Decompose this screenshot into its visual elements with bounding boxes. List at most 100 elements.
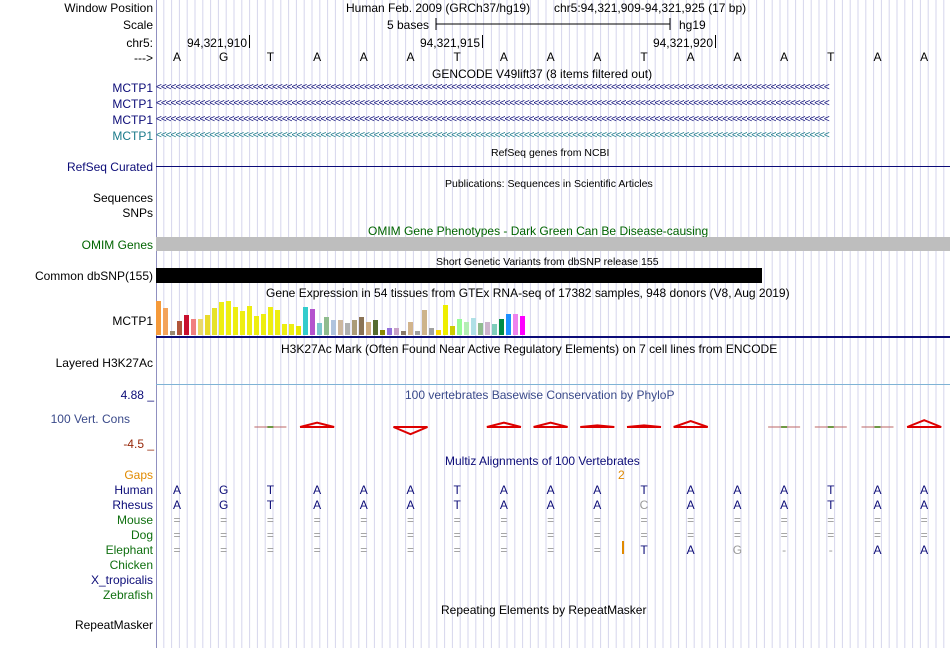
gtex-tissue-bar[interactable] (219, 302, 224, 335)
gencode-transcript-line[interactable]: <<<<<<<<<<<<<<<<<<<<<<<<<<<<<<<<<<<<<<<<… (156, 130, 830, 141)
gtex-tissue-bar[interactable] (184, 315, 189, 335)
alignment-base: = (173, 543, 181, 557)
gtex-bar-chart[interactable] (156, 300, 536, 335)
position-text[interactable]: chr5:94,321,909-94,321,925 (17 bp) (554, 1, 747, 15)
gtex-tissue-bar[interactable] (163, 308, 168, 335)
gtex-tissue-bar[interactable] (324, 317, 329, 335)
gtex-tissue-bar[interactable] (429, 328, 434, 335)
species-label[interactable]: Dog (130, 528, 153, 542)
gencode-transcript-line[interactable]: <<<<<<<<<<<<<<<<<<<<<<<<<<<<<<<<<<<<<<<<… (156, 82, 830, 93)
gtex-tissue-bar[interactable] (282, 324, 287, 335)
species-label[interactable]: Elephant (105, 543, 153, 557)
gtex-tissue-bar[interactable] (436, 330, 441, 335)
gtex-tissue-bar[interactable] (394, 328, 399, 335)
gtex-tissue-bar[interactable] (317, 323, 322, 335)
gtex-tissue-bar[interactable] (205, 315, 210, 335)
gtex-tissue-bar[interactable] (366, 322, 371, 335)
gtex-tissue-bar[interactable] (457, 319, 462, 335)
gtex-tissue-bar[interactable] (415, 331, 420, 335)
gtex-tissue-bar[interactable] (289, 324, 294, 335)
gtex-tissue-bar[interactable] (275, 310, 280, 335)
alignment-base: = (500, 528, 508, 542)
refseq-label[interactable]: RefSeq Curated (66, 160, 153, 174)
omim-label[interactable]: OMIM Genes (81, 238, 153, 252)
window-position-label: Window Position (64, 1, 153, 15)
omim-gene-block[interactable] (156, 237, 950, 251)
repeatmasker-label[interactable]: RepeatMasker (74, 618, 153, 632)
dbsnp-variant-block[interactable] (156, 268, 762, 283)
gencode-transcript-label[interactable]: MCTP1 (112, 97, 153, 111)
cons-label[interactable]: 100 Vert. Cons (50, 412, 130, 426)
gtex-tissue-bar[interactable] (240, 311, 245, 335)
gencode-transcript-line[interactable]: <<<<<<<<<<<<<<<<<<<<<<<<<<<<<<<<<<<<<<<<… (156, 98, 830, 109)
gtex-tissue-bar[interactable] (373, 320, 378, 335)
gtex-tissue-bar[interactable] (198, 319, 203, 335)
gtex-tissue-bar[interactable] (464, 322, 469, 335)
gtex-tissue-bar[interactable] (296, 326, 301, 335)
gtex-tissue-bar[interactable] (506, 314, 511, 335)
gtex-tissue-bar[interactable] (303, 307, 308, 335)
gtex-tissue-bar[interactable] (520, 316, 525, 335)
species-label[interactable]: X_tropicalis (90, 573, 153, 587)
species-label[interactable]: Rhesus (112, 498, 153, 512)
species-label[interactable]: Mouse (116, 513, 153, 527)
scale-label: Scale (122, 18, 153, 32)
gtex-label[interactable]: MCTP1 (112, 314, 153, 328)
gtex-tissue-bar[interactable] (268, 307, 273, 335)
species-label[interactable]: Chicken (109, 558, 153, 572)
gtex-tissue-bar[interactable] (233, 307, 238, 335)
gtex-tissue-bar[interactable] (212, 308, 217, 335)
gtex-tissue-bar[interactable] (254, 316, 259, 335)
alignment-base: = (266, 513, 274, 527)
gtex-tissue-bar[interactable] (310, 309, 315, 335)
gtex-tissue-bar[interactable] (226, 301, 231, 335)
refseq-title: RefSeq genes from NCBI (491, 147, 610, 159)
sequences-label[interactable]: Sequences (92, 191, 153, 205)
dbsnp-label[interactable]: Common dbSNP(155) (34, 269, 153, 283)
gtex-tissue-bar[interactable] (485, 322, 490, 335)
gtex-tissue-bar[interactable] (331, 320, 336, 335)
gtex-tissue-bar[interactable] (401, 331, 406, 335)
gtex-tissue-bar[interactable] (156, 301, 161, 335)
gtex-tissue-bar[interactable] (338, 320, 343, 335)
base-letter: A (593, 50, 602, 64)
refseq-line (156, 166, 950, 167)
gencode-transcript-label[interactable]: MCTP1 (112, 113, 153, 127)
gencode-transcript-label[interactable]: MCTP1 (112, 129, 153, 143)
assembly-title: Human Feb. 2009 (GRCh37/hg19) (346, 1, 531, 15)
species-label[interactable]: Human (114, 483, 153, 497)
gtex-tissue-bar[interactable] (359, 317, 364, 335)
conservation-plot[interactable] (156, 400, 950, 450)
h3k27ac-label[interactable]: Layered H3K27Ac (55, 356, 153, 370)
gtex-tissue-bar[interactable] (380, 330, 385, 335)
gtex-tissue-bar[interactable] (345, 323, 350, 335)
gtex-tissue-bar[interactable] (247, 306, 252, 335)
gtex-tissue-bar[interactable] (408, 322, 413, 335)
base-letter: A (359, 50, 368, 64)
gaps-label[interactable]: Gaps (124, 468, 153, 482)
gtex-tissue-bar[interactable] (492, 324, 497, 335)
gencode-transcript-label[interactable]: MCTP1 (112, 81, 153, 95)
gtex-tissue-bar[interactable] (352, 320, 357, 335)
gtex-tissue-bar[interactable] (191, 319, 196, 335)
snps-label[interactable]: SNPs (122, 206, 153, 220)
alignment-base: = (547, 543, 555, 557)
gtex-tissue-bar[interactable] (471, 318, 476, 335)
base-letter: A (920, 50, 929, 64)
gtex-tissue-bar[interactable] (170, 331, 175, 335)
base-letter: A (733, 50, 742, 64)
gtex-tissue-bar[interactable] (177, 321, 182, 335)
gtex-tissue-bar[interactable] (387, 328, 392, 335)
species-label[interactable]: Zebrafish (102, 588, 153, 602)
gtex-tissue-bar[interactable] (513, 314, 518, 335)
gtex-tissue-bar[interactable] (450, 326, 455, 335)
alignment-base: = (220, 513, 228, 527)
gtex-tissue-bar[interactable] (443, 305, 448, 335)
gencode-transcript-line[interactable]: <<<<<<<<<<<<<<<<<<<<<<<<<<<<<<<<<<<<<<<<… (156, 114, 830, 125)
gtex-tissue-bar[interactable] (261, 314, 266, 335)
gtex-tissue-bar[interactable] (478, 323, 483, 335)
gtex-tissue-bar[interactable] (422, 310, 427, 335)
alignment-base: A (873, 498, 882, 512)
alignment-base: A (920, 483, 929, 497)
gtex-tissue-bar[interactable] (499, 319, 504, 335)
